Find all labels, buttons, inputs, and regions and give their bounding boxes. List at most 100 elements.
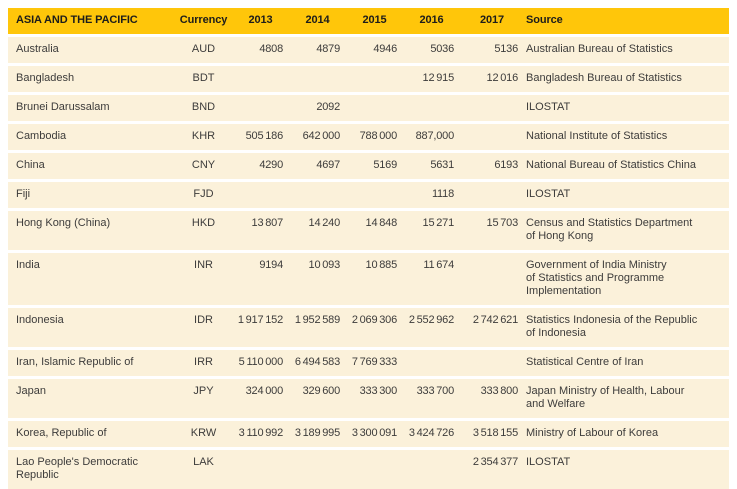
year-value-cell-2016 xyxy=(403,350,460,363)
source-cell: Bangladesh Bureau of Statistics xyxy=(526,72,682,84)
country-cell: Hong Kong (China) xyxy=(16,217,111,229)
year-value-cell-2014: 4697 xyxy=(316,159,340,171)
year-value-cell-2016: 15 271 xyxy=(422,217,455,229)
year-value-cell-2015: 5169 xyxy=(373,159,397,171)
country-cell: Australia xyxy=(16,43,59,55)
year-column-header-2013: 2013 xyxy=(248,14,273,26)
year-value-cell-2013: 13 807 xyxy=(251,217,284,229)
year-value-cell-2017 xyxy=(460,253,524,266)
year-value-cell-2015 xyxy=(346,66,403,79)
year-value-cell-2016: 1118 xyxy=(431,188,454,200)
year-value-cell-2016: 5036 xyxy=(430,43,454,55)
year-value-cell-2015 xyxy=(346,95,403,108)
year-value-cell-2016: 5631 xyxy=(430,159,454,171)
currency-cell: HKD xyxy=(191,217,216,229)
source-cell: ILOSTAT xyxy=(526,101,571,113)
source-cell: National Institute of Statistics xyxy=(526,130,668,142)
source-column-header: Source xyxy=(526,14,563,26)
year-value-cell-2015: 7 769 333 xyxy=(351,356,397,368)
table-row: India INR 9194 10 093 10 885 11 674 Gove… xyxy=(8,253,729,305)
country-cell: Lao People's Democratic Republic xyxy=(16,456,138,481)
year-value-cell-2013 xyxy=(232,182,289,195)
table-row: Iran, Islamic Republic of IRR 5 110 000 … xyxy=(8,350,729,376)
country-cell: Fiji xyxy=(16,188,31,200)
year-value-cell-2017 xyxy=(460,182,524,195)
year-value-cell-2013: 3 110 992 xyxy=(238,427,284,439)
year-value-cell-2015: 4946 xyxy=(373,43,397,55)
table-row: Australia AUD 4808 4879 4946 5036 5136 A… xyxy=(8,37,729,63)
country-cell: China xyxy=(16,159,45,171)
year-value-cell-2016: 2 552 962 xyxy=(408,314,454,326)
year-value-cell-2017: 2 742 621 xyxy=(472,314,518,326)
currency-column-header: Currency xyxy=(179,14,228,26)
table-header-row: ASIA AND THE PACIFIC Currency 2013 2014 … xyxy=(8,8,729,34)
year-value-cell-2013: 9194 xyxy=(259,259,283,271)
source-cell: National Bureau of Statistics China xyxy=(526,159,696,171)
table-row: Brunei Darussalam BND 2092 ILOSTAT xyxy=(8,95,729,121)
year-column-header-2014: 2014 xyxy=(305,14,330,26)
source-cell: ILOSTAT xyxy=(526,456,571,468)
country-cell: India xyxy=(16,259,40,271)
year-value-cell-2013 xyxy=(232,95,289,108)
table-row: China CNY 4290 4697 5169 5631 6193 Natio… xyxy=(8,153,729,179)
country-cell: Brunei Darussalam xyxy=(16,101,110,113)
currency-cell: IRR xyxy=(194,356,213,368)
currency-cell: AUD xyxy=(191,43,216,55)
year-value-cell-2017: 5136 xyxy=(494,43,518,55)
currency-cell: FJD xyxy=(193,188,214,200)
year-value-cell-2017 xyxy=(460,95,524,108)
currency-cell: KRW xyxy=(190,427,217,439)
year-value-cell-2015: 788 000 xyxy=(359,130,398,142)
table-row: Fiji FJD 1118 ILOSTAT xyxy=(8,182,729,208)
year-value-cell-2014: 10 093 xyxy=(308,259,341,271)
table-row: Lao People's Democratic Republic LAK 2 3… xyxy=(8,450,729,489)
year-value-cell-2014: 1 952 589 xyxy=(294,314,340,326)
year-value-cell-2016: 333 700 xyxy=(416,385,455,397)
currency-cell: BDT xyxy=(192,72,215,84)
table-row: Cambodia KHR 505 186 642 000 788 000 887… xyxy=(8,124,729,150)
table-row: Hong Kong (China) HKD 13 807 14 240 14 8… xyxy=(8,211,729,250)
currency-cell: KHR xyxy=(191,130,216,142)
country-cell: Korea, Republic of xyxy=(16,427,107,439)
year-value-cell-2016: 11 674 xyxy=(423,259,454,271)
year-value-cell-2013 xyxy=(232,450,289,463)
year-value-cell-2015: 14 848 xyxy=(365,217,398,229)
table-row: Indonesia IDR 1 917 152 1 952 589 2 069 … xyxy=(8,308,729,347)
year-value-cell-2014: 6 494 583 xyxy=(294,356,340,368)
year-value-cell-2015: 10 885 xyxy=(365,259,398,271)
year-value-cell-2015: 2 069 306 xyxy=(351,314,397,326)
source-cell: Government of India Ministry of Statisti… xyxy=(526,259,667,297)
currency-cell: JPY xyxy=(193,385,214,397)
year-value-cell-2013: 324 000 xyxy=(245,385,284,397)
currency-cell: CNY xyxy=(191,159,216,171)
year-column-header-2017: 2017 xyxy=(479,14,505,26)
source-cell: Ministry of Labour of Korea xyxy=(526,427,659,439)
year-value-cell-2014: 2092 xyxy=(316,101,340,113)
year-value-cell-2017: 15 703 xyxy=(486,217,519,229)
year-value-cell-2017: 3 518 155 xyxy=(472,427,518,439)
year-value-cell-2014 xyxy=(289,66,346,79)
year-value-cell-2016: 12 915 xyxy=(422,72,455,84)
source-cell: Statistics Indonesia of the Republic of … xyxy=(526,314,698,339)
country-cell: Iran, Islamic Republic of xyxy=(16,356,134,368)
currency-cell: BND xyxy=(191,101,216,113)
year-value-cell-2014 xyxy=(289,182,346,195)
year-value-cell-2013: 505 186 xyxy=(245,130,284,142)
year-value-cell-2013 xyxy=(232,66,289,79)
year-value-cell-2017 xyxy=(460,124,524,137)
year-value-cell-2014: 3 189 995 xyxy=(294,427,340,439)
year-value-cell-2015 xyxy=(346,182,403,195)
country-cell: Indonesia xyxy=(16,314,64,326)
source-cell: Census and Statistics Department of Hong… xyxy=(526,217,693,242)
currency-cell: LAK xyxy=(193,456,214,468)
year-value-cell-2014: 4879 xyxy=(316,43,340,55)
source-cell: Japan Ministry of Health, Labour and Wel… xyxy=(526,385,685,410)
year-value-cell-2014: 642 000 xyxy=(302,130,341,142)
currency-cell: INR xyxy=(194,259,213,271)
year-value-cell-2015: 333 300 xyxy=(359,385,398,397)
year-value-cell-2013: 5 110 000 xyxy=(238,356,284,368)
table-row: Bangladesh BDT 12 915 12 016 Bangladesh … xyxy=(8,66,729,92)
year-value-cell-2014 xyxy=(289,450,346,463)
year-value-cell-2016: 887,000 xyxy=(415,130,455,142)
year-value-cell-2017: 12 016 xyxy=(486,72,519,84)
